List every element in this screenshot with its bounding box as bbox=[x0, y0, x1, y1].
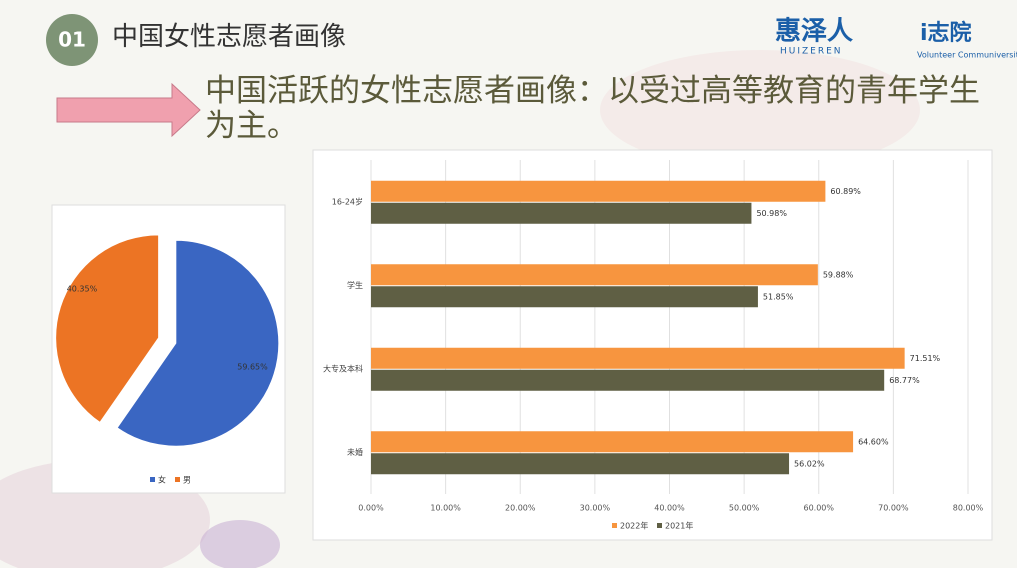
data-label: 68.77% bbox=[889, 376, 920, 385]
x-tick-label: 10.00% bbox=[430, 504, 461, 513]
x-tick-label: 30.00% bbox=[580, 504, 611, 513]
decor bbox=[200, 520, 280, 568]
legend-label: 男 bbox=[183, 476, 191, 485]
bar bbox=[371, 286, 758, 308]
bar bbox=[371, 369, 885, 391]
logo-sub: Volunteer Communiversity bbox=[917, 51, 1017, 60]
arrow bbox=[56, 82, 201, 138]
y-tick-label: 学生 bbox=[347, 280, 363, 290]
legend-label: 女 bbox=[158, 475, 166, 485]
decor bbox=[600, 50, 920, 170]
x-tick-label: 60.00% bbox=[803, 504, 834, 513]
data-label: 51.85% bbox=[763, 292, 794, 301]
x-tick-label: 80.00% bbox=[953, 504, 984, 513]
legend-swatch bbox=[612, 523, 617, 528]
y-tick-label: 16-24岁 bbox=[332, 196, 363, 206]
data-label: 64.60% bbox=[858, 437, 889, 446]
logo: 惠泽人 bbox=[775, 17, 853, 47]
legend-swatch bbox=[150, 477, 155, 482]
data-label: 56.02% bbox=[794, 459, 825, 468]
bar bbox=[371, 347, 905, 369]
legend-label: 2021年 bbox=[665, 521, 693, 531]
logo-sub: HUIZEREN bbox=[780, 47, 843, 57]
bar bbox=[371, 453, 790, 475]
legend-swatch bbox=[657, 523, 662, 528]
x-tick-label: 20.00% bbox=[505, 504, 536, 513]
data-label: 71.51% bbox=[910, 354, 941, 363]
data-label: 40.35% bbox=[67, 284, 98, 293]
y-tick-label: 未婚 bbox=[347, 447, 363, 457]
pie-slice bbox=[116, 239, 280, 447]
title: 中国女性志愿者画像 bbox=[112, 22, 346, 52]
bar bbox=[371, 431, 854, 453]
legend-swatch bbox=[175, 477, 180, 482]
bar bbox=[371, 202, 752, 224]
x-tick-label: 40.00% bbox=[654, 504, 685, 513]
x-tick-label: 0.00% bbox=[358, 504, 384, 513]
bar bbox=[371, 264, 818, 286]
data-label: 50.98% bbox=[756, 209, 787, 218]
x-tick-label: 70.00% bbox=[878, 504, 909, 513]
data-label: 59.65% bbox=[237, 363, 268, 372]
logo: i志院 bbox=[920, 20, 972, 46]
y-tick-label: 大专及本科 bbox=[323, 363, 363, 373]
bar bbox=[371, 180, 826, 202]
legend-label: 2022年 bbox=[620, 521, 648, 531]
data-label: 60.89% bbox=[830, 187, 861, 196]
data-label: 59.88% bbox=[823, 270, 854, 279]
x-tick-label: 50.00% bbox=[729, 504, 760, 513]
pie-slice bbox=[55, 234, 160, 424]
number: 01 bbox=[58, 28, 86, 52]
subtitle: 中国活跃的女性志愿者画像：以受过高等教育的青年学生为主。 bbox=[205, 73, 980, 144]
number-badge bbox=[46, 14, 98, 66]
